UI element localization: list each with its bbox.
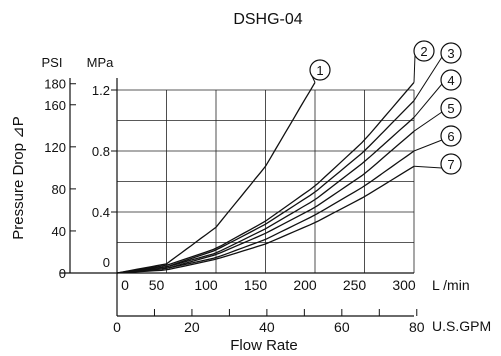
x-axis-title: Flow Rate	[230, 337, 298, 354]
series-curve-4	[116, 116, 415, 274]
psi-tick-label-2: 120	[44, 140, 66, 155]
series-marker-circle-4	[440, 69, 462, 91]
series-curve-2	[116, 81, 415, 274]
series-marker-label-2: 2	[420, 44, 427, 59]
series-marker-label-4: 4	[447, 73, 454, 88]
series-leader-3	[413, 56, 443, 101]
series-curve-1	[116, 82, 316, 274]
x-unit-lmin: L /min	[432, 277, 470, 293]
series-marker-label-5: 5	[447, 101, 454, 116]
psi-tick-label-0: 180	[44, 77, 66, 92]
series-leader-7	[413, 165, 443, 169]
mpa-tick-label-1: 0.8	[92, 144, 110, 159]
series-leader-4	[413, 83, 443, 118]
series-curve-6	[116, 150, 415, 274]
series-leader-2	[413, 54, 416, 83]
series-marker-circle-6	[440, 125, 462, 147]
lmin-tick-label-2: 100	[194, 277, 218, 293]
series-marker-label-7: 7	[447, 157, 454, 172]
mpa-unit-label: MPa	[87, 55, 115, 70]
lmin-tick-label-5: 250	[343, 277, 367, 293]
series-marker-circle-3	[440, 42, 462, 64]
series-leader-5	[413, 111, 443, 132]
psi-tick-label-3: 80	[52, 182, 66, 197]
series-marker-label-6: 6	[447, 129, 454, 144]
psi-unit-label: PSI	[42, 55, 63, 70]
series-leader-6	[413, 139, 443, 152]
gpm-tick-label-0: 0	[113, 319, 121, 335]
mpa-tick-label-0: 1.2	[92, 83, 110, 98]
gpm-tick-label-2: 40	[259, 319, 275, 335]
psi-tick-label-1: 160	[44, 98, 66, 113]
x-unit-gpm: U.S.GPM	[432, 318, 491, 334]
psi-tick-label-5: 0	[59, 266, 66, 281]
series-marker-label-1: 1	[316, 63, 323, 78]
series-marker-label-3: 3	[447, 46, 454, 61]
mpa-tick-label-2: 0.4	[92, 205, 110, 220]
series-marker-circle-5	[440, 97, 462, 119]
y-axis-title: Pressure Drop ⊿P	[10, 116, 27, 239]
psi-tick-label-4: 40	[52, 224, 66, 239]
lmin-tick-label-6: 300	[392, 277, 416, 293]
series-curve-7	[116, 165, 415, 274]
series-marker-circle-2	[413, 40, 435, 62]
gpm-tick-label-4: 80	[409, 319, 425, 335]
gpm-tick-label-3: 60	[334, 319, 350, 335]
gpm-tick-label-1: 20	[184, 319, 200, 335]
mpa-tick-label-3: 0	[103, 255, 110, 270]
lmin-tick-label-4: 200	[293, 277, 317, 293]
lmin-tick-label-1: 50	[149, 277, 165, 293]
lmin-tick-label-0: 0	[121, 277, 129, 293]
chart-title: DSHG-04	[233, 11, 302, 28]
lmin-tick-label-3: 150	[244, 277, 268, 293]
series-marker-circle-7	[440, 153, 462, 175]
series-marker-circle-1	[309, 59, 331, 81]
